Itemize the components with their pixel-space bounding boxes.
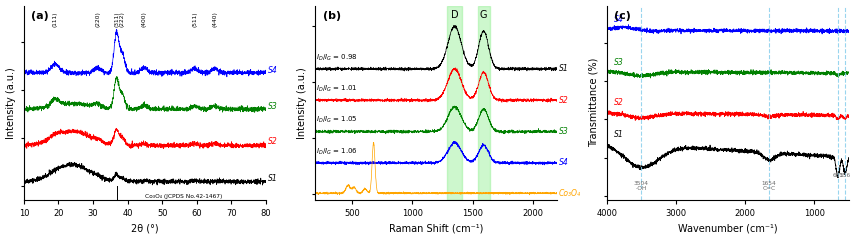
- Y-axis label: Intensity (a.u.): Intensity (a.u.): [5, 67, 15, 139]
- Text: S1: S1: [559, 65, 568, 73]
- Text: $I_{D}/I_{G}$ = 1.01: $I_{D}/I_{G}$ = 1.01: [316, 84, 357, 94]
- Text: Co₃O₄: Co₃O₄: [559, 189, 581, 198]
- Text: 3504
-OH: 3504 -OH: [634, 181, 649, 191]
- X-axis label: 2θ (°): 2θ (°): [131, 223, 159, 234]
- Text: (220): (220): [95, 11, 100, 27]
- Text: $I_{D}/I_{G}$ = 0.98: $I_{D}/I_{G}$ = 0.98: [316, 52, 358, 63]
- Text: (111): (111): [52, 11, 57, 27]
- Bar: [447, 5, 462, 200]
- Text: (400): (400): [141, 11, 147, 27]
- X-axis label: Raman Shift (cm⁻¹): Raman Shift (cm⁻¹): [389, 223, 483, 234]
- Text: Co₃O₄ (JCPDS No.42-1467): Co₃O₄ (JCPDS No.42-1467): [145, 194, 222, 199]
- Text: S2: S2: [559, 96, 568, 105]
- Text: 1654
C=C: 1654 C=C: [762, 181, 776, 191]
- Y-axis label: Intensity (a.u.): Intensity (a.u.): [297, 67, 307, 139]
- Text: (222): (222): [120, 11, 125, 27]
- Text: S4: S4: [614, 15, 624, 24]
- Text: (b): (b): [323, 11, 341, 21]
- Text: (a): (a): [31, 11, 49, 21]
- Text: (c): (c): [614, 11, 632, 21]
- X-axis label: Wavenumber (cm⁻¹): Wavenumber (cm⁻¹): [678, 223, 778, 234]
- Text: 661: 661: [832, 173, 843, 178]
- Text: S3: S3: [614, 58, 624, 67]
- Y-axis label: Transmittance (%): Transmittance (%): [589, 58, 599, 147]
- Text: (440): (440): [213, 11, 217, 27]
- Text: S3: S3: [559, 127, 568, 136]
- Text: S4: S4: [559, 158, 568, 168]
- Text: S1: S1: [614, 130, 624, 140]
- Text: $I_{D}/I_{G}$ = 1.05: $I_{D}/I_{G}$ = 1.05: [316, 115, 357, 125]
- Text: G: G: [480, 10, 488, 20]
- Text: S1: S1: [267, 174, 278, 183]
- Text: S3: S3: [267, 102, 278, 111]
- Text: S4: S4: [267, 66, 278, 75]
- Text: (311): (311): [114, 11, 119, 27]
- Text: $I_{D}/I_{G}$ = 1.06: $I_{D}/I_{G}$ = 1.06: [316, 147, 358, 157]
- Text: S2: S2: [267, 137, 278, 146]
- Text: D: D: [451, 10, 458, 20]
- Text: 556: 556: [840, 173, 851, 178]
- Text: (511): (511): [192, 11, 197, 27]
- Bar: [477, 5, 489, 200]
- Text: S2: S2: [614, 98, 624, 107]
